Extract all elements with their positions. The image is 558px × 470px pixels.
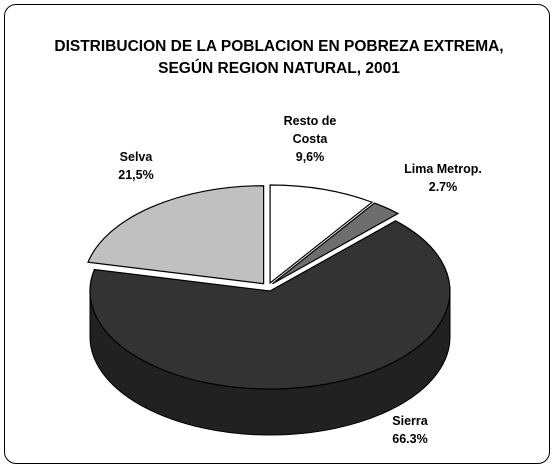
chart-frame (4, 4, 550, 464)
slice (269, 184, 374, 285)
slice-label: Lima Metrop. 2.7% (388, 160, 498, 196)
slice-label: Sierra 66.3% (370, 412, 450, 448)
value-label: 2.7% (428, 180, 458, 194)
value-label: 21,5% (118, 168, 154, 182)
category-label: Lima Metrop. (404, 162, 482, 176)
slice (89, 220, 451, 390)
slice (272, 202, 400, 285)
value-label: 66.3% (392, 432, 428, 446)
category-label: Resto de Costa (283, 114, 337, 146)
category-label: Selva (119, 150, 153, 164)
value-label: 9,6% (295, 150, 325, 164)
slice-side-shade (89, 291, 450, 436)
slice-label: Selva 21,5% (96, 148, 176, 184)
category-label: Sierra (392, 414, 428, 428)
slice-label: Resto de Costa 9,6% (270, 112, 350, 166)
chart-title: DISTRIBUCION DE LA POBLACION EN POBREZA … (54, 38, 513, 77)
slice (87, 185, 265, 285)
